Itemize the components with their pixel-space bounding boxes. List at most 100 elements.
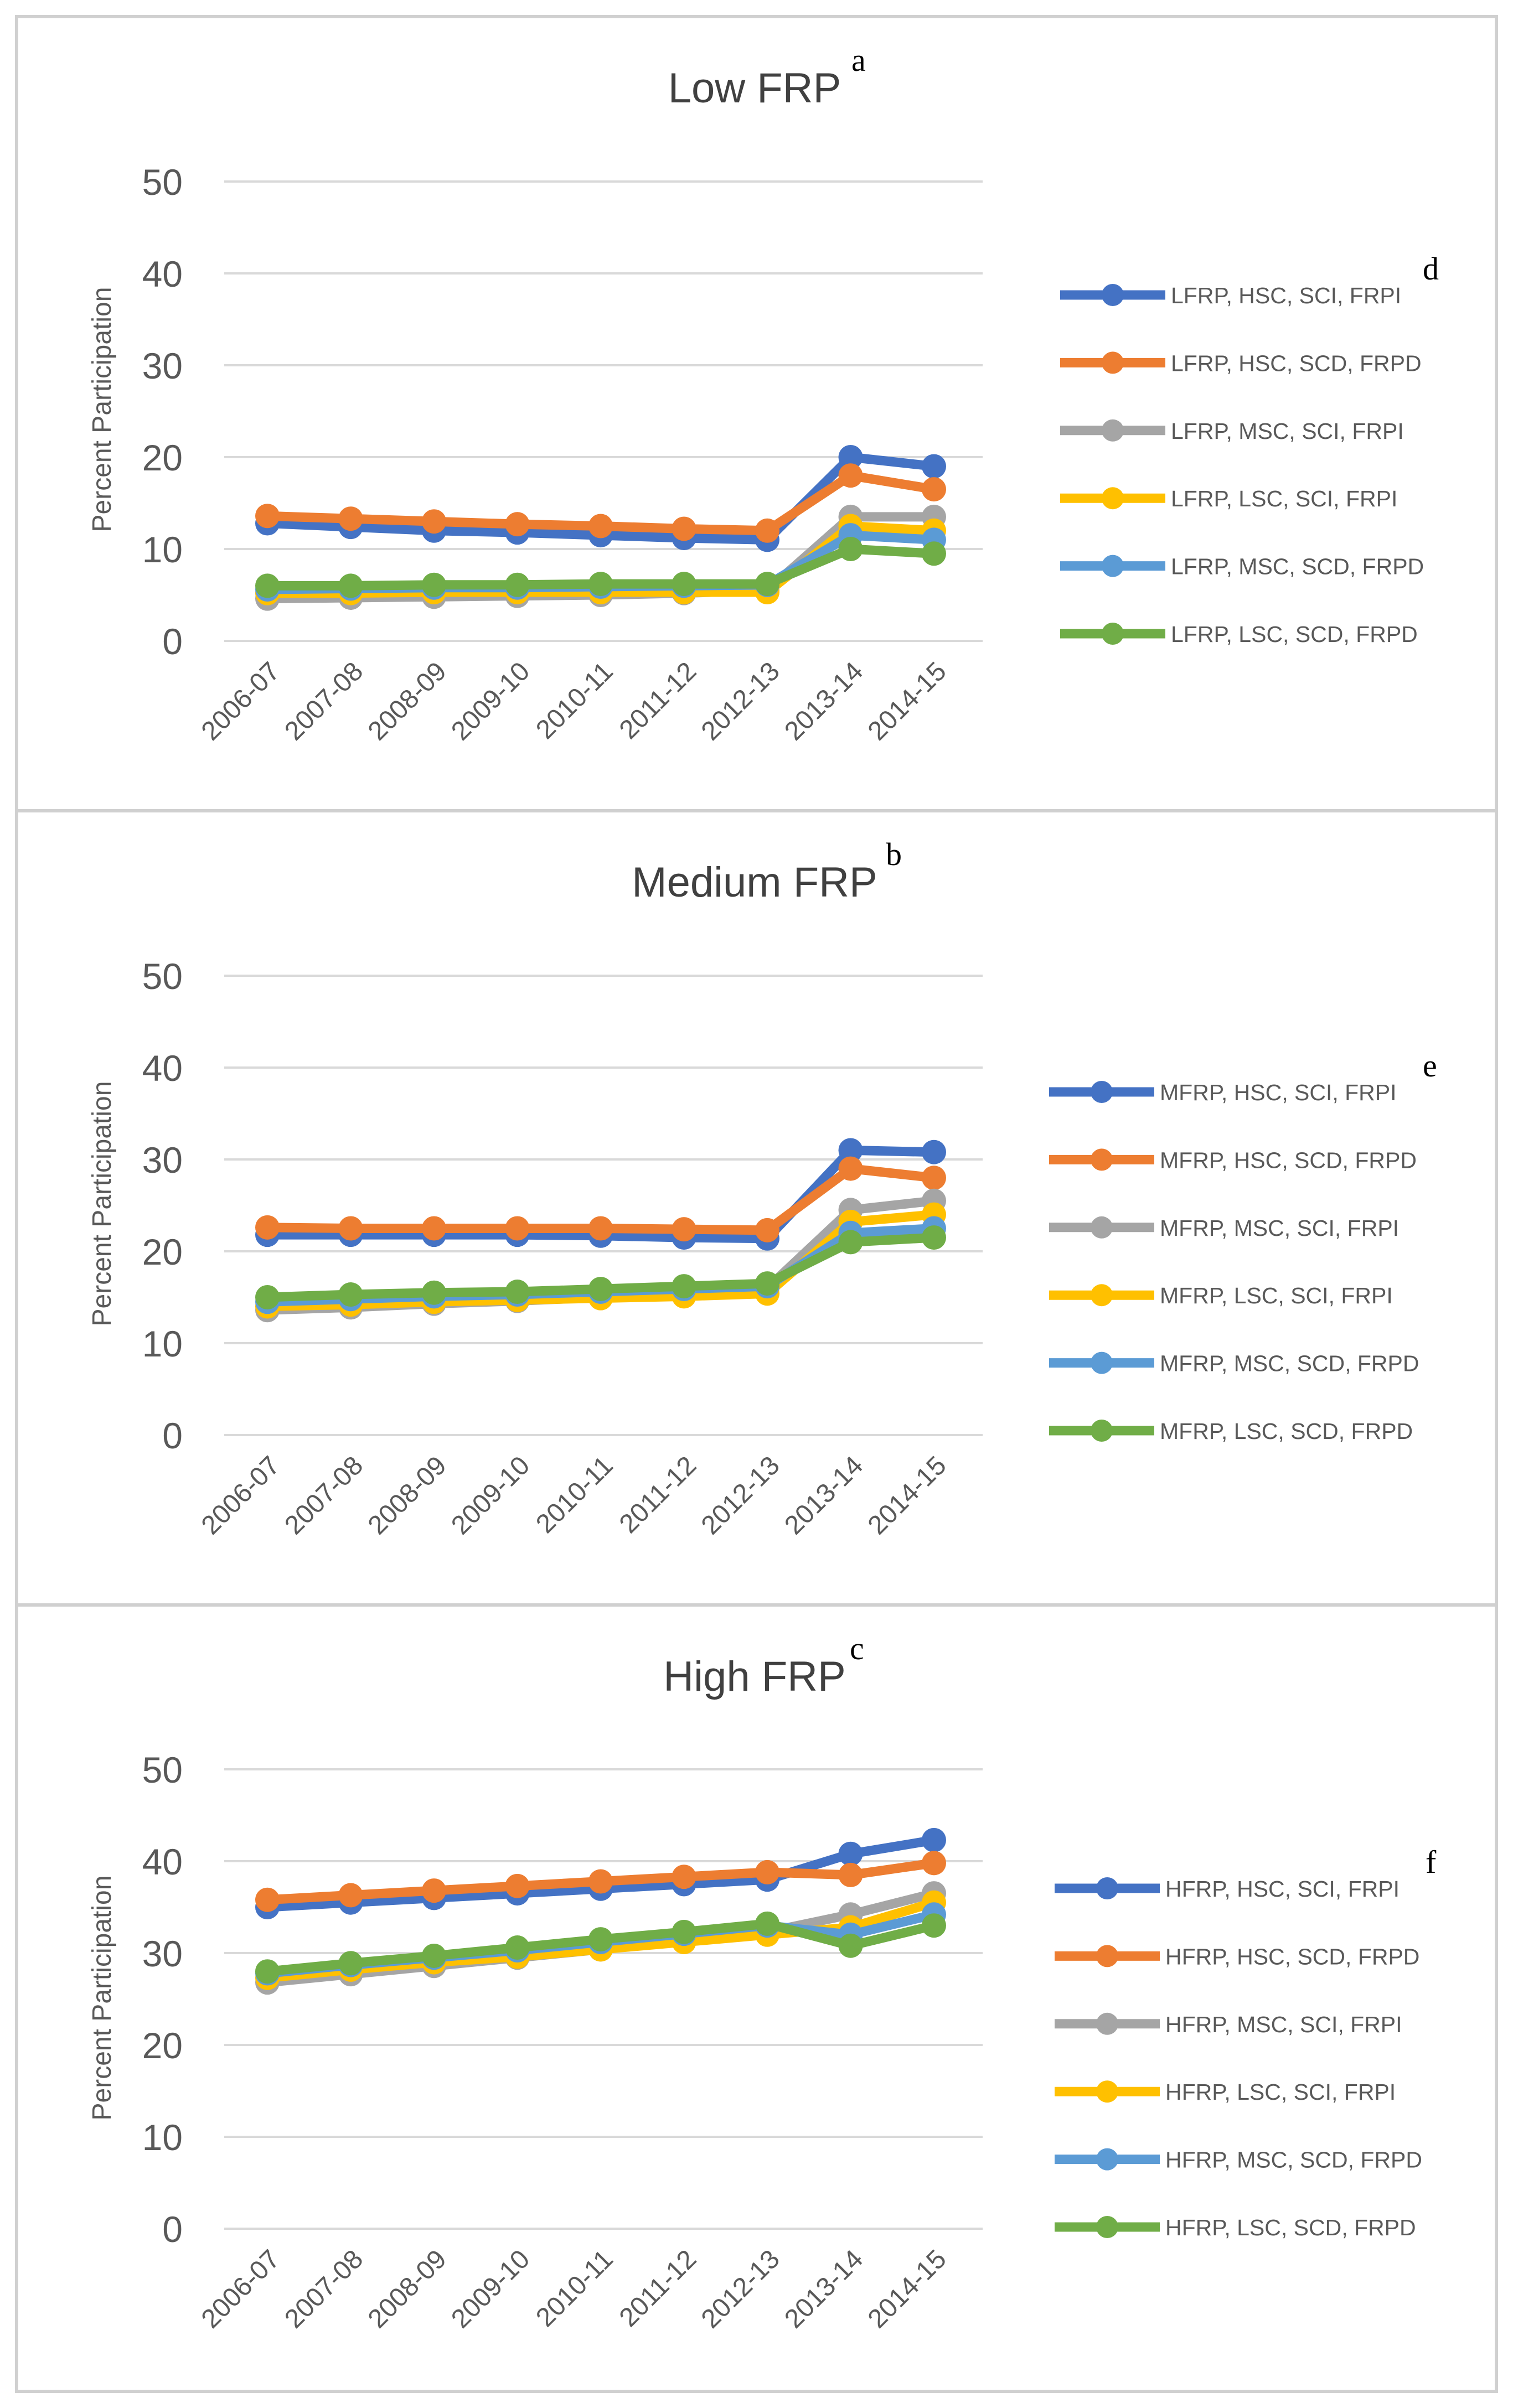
panel-high-frame bbox=[15, 1603, 1498, 2393]
legend-swatch-marker bbox=[1091, 1284, 1113, 1307]
data-point bbox=[338, 1282, 363, 1307]
data-point bbox=[922, 477, 946, 502]
data-point bbox=[255, 504, 280, 529]
data-point bbox=[755, 1218, 779, 1242]
data-point bbox=[922, 1913, 946, 1938]
legend-entry-label: MFRP, LSC, SCI, FRPI bbox=[1160, 1283, 1393, 1308]
y-tick-label: 0 bbox=[162, 1415, 183, 1456]
legend-entry-label: MFRP, LSC, SCD, FRPD bbox=[1160, 1418, 1413, 1444]
y-tick-label: 50 bbox=[142, 1749, 183, 1790]
panel-title-superscript-high: c bbox=[850, 1630, 864, 1666]
data-point bbox=[338, 1883, 363, 1908]
legend-swatch-marker bbox=[1091, 1216, 1113, 1239]
data-point bbox=[922, 1827, 946, 1852]
legend-footnote-marker: d bbox=[1423, 251, 1439, 287]
data-point bbox=[838, 1933, 863, 1958]
panel-title-low: Low FRP bbox=[668, 65, 841, 112]
y-axis-label-high: Percent Participation bbox=[87, 1876, 117, 2121]
data-point bbox=[838, 463, 863, 488]
data-point bbox=[505, 512, 530, 537]
legend-entry-label: HFRP, MSC, SCI, FRPI bbox=[1165, 2012, 1402, 2037]
data-point bbox=[672, 572, 696, 597]
data-point bbox=[755, 1860, 779, 1884]
panel-title-superscript-low: a bbox=[851, 42, 866, 78]
legend-entry-label: HFRP, HSC, SCI, FRPI bbox=[1165, 1876, 1400, 1902]
y-tick-label: 10 bbox=[142, 529, 183, 570]
panel-title-medium: Medium FRP bbox=[632, 859, 877, 906]
legend-entry-label: LFRP, MSC, SCD, FRPD bbox=[1171, 554, 1424, 579]
legend-entry-label: LFRP, LSC, SCI, FRPI bbox=[1171, 486, 1397, 511]
data-point bbox=[922, 454, 946, 479]
data-point bbox=[922, 1851, 946, 1876]
legend-swatch-marker bbox=[1096, 2148, 1118, 2171]
y-tick-label: 40 bbox=[142, 253, 183, 294]
legend-entry-label: MFRP, MSC, SCD, FRPD bbox=[1160, 1351, 1419, 1376]
legend-footnote-marker: f bbox=[1426, 1844, 1437, 1880]
legend-swatch-marker bbox=[1096, 1877, 1118, 1899]
data-point bbox=[838, 1862, 863, 1887]
data-point bbox=[672, 516, 696, 541]
data-point bbox=[838, 445, 863, 469]
legend-swatch-marker bbox=[1096, 2216, 1118, 2238]
data-point bbox=[755, 1911, 779, 1936]
legend-swatch-marker bbox=[1096, 2012, 1118, 2035]
y-tick-label: 0 bbox=[162, 2209, 183, 2250]
y-tick-label: 0 bbox=[162, 621, 183, 662]
data-point bbox=[422, 1216, 446, 1241]
legend-swatch-marker bbox=[1102, 623, 1124, 645]
data-point bbox=[838, 1841, 863, 1866]
legend-entry-label: MFRP, MSC, SCI, FRPI bbox=[1160, 1215, 1399, 1241]
data-point bbox=[838, 537, 863, 561]
data-point bbox=[588, 1216, 613, 1241]
data-point bbox=[588, 572, 613, 597]
y-tick-label: 20 bbox=[142, 2025, 183, 2066]
y-tick-label: 10 bbox=[142, 1323, 183, 1364]
legend-entry-label: HFRP, HSC, SCD, FRPD bbox=[1165, 1944, 1419, 1969]
legend-entry-label: LFRP, HSC, SCI, FRPI bbox=[1171, 283, 1401, 308]
data-point bbox=[755, 1271, 779, 1296]
data-point bbox=[755, 518, 779, 543]
data-point bbox=[255, 1959, 280, 1984]
data-point bbox=[422, 1943, 446, 1968]
data-point bbox=[922, 1225, 946, 1250]
y-tick-label: 10 bbox=[142, 2117, 183, 2158]
data-point bbox=[338, 506, 363, 531]
data-point bbox=[505, 572, 530, 597]
legend-entry-label: MFRP, HSC, SCI, FRPI bbox=[1160, 1080, 1397, 1105]
data-point bbox=[588, 514, 613, 538]
legend-entry-label: LFRP, HSC, SCD, FRPD bbox=[1171, 350, 1422, 376]
data-point bbox=[672, 1919, 696, 1944]
panel-title-high: High FRP bbox=[663, 1653, 845, 1700]
data-point bbox=[255, 1285, 280, 1309]
y-tick-label: 30 bbox=[142, 1933, 183, 1974]
data-point bbox=[338, 1951, 363, 1976]
y-tick-label: 30 bbox=[142, 345, 183, 386]
legend-swatch-marker bbox=[1091, 1351, 1113, 1374]
data-point bbox=[505, 1873, 530, 1898]
data-point bbox=[338, 1216, 363, 1241]
data-point bbox=[838, 1138, 863, 1163]
y-tick-label: 20 bbox=[142, 1231, 183, 1272]
data-point bbox=[505, 1216, 530, 1241]
legend-swatch-marker bbox=[1096, 2080, 1118, 2103]
data-point bbox=[922, 541, 946, 566]
data-point bbox=[255, 1887, 280, 1912]
data-point bbox=[672, 1217, 696, 1242]
legend-swatch-marker bbox=[1102, 487, 1124, 510]
y-tick-label: 50 bbox=[142, 162, 183, 203]
data-point bbox=[755, 572, 779, 597]
data-point bbox=[505, 1280, 530, 1304]
data-point bbox=[672, 1274, 696, 1299]
legend-entry-label: HFRP, LSC, SCI, FRPI bbox=[1165, 2079, 1396, 2105]
data-point bbox=[422, 1280, 446, 1305]
data-point bbox=[255, 573, 280, 598]
y-tick-label: 20 bbox=[142, 437, 183, 478]
y-tick-label: 40 bbox=[142, 1841, 183, 1882]
legend-entry-label: HFRP, MSC, SCD, FRPD bbox=[1165, 2147, 1422, 2173]
legend-entry-label: LFRP, MSC, SCI, FRPI bbox=[1171, 418, 1404, 444]
legend-entry-label: HFRP, LSC, SCD, FRPD bbox=[1165, 2215, 1416, 2240]
data-point bbox=[255, 1215, 280, 1240]
legend-swatch-marker bbox=[1091, 1420, 1113, 1442]
legend-footnote-marker: e bbox=[1423, 1048, 1437, 1084]
